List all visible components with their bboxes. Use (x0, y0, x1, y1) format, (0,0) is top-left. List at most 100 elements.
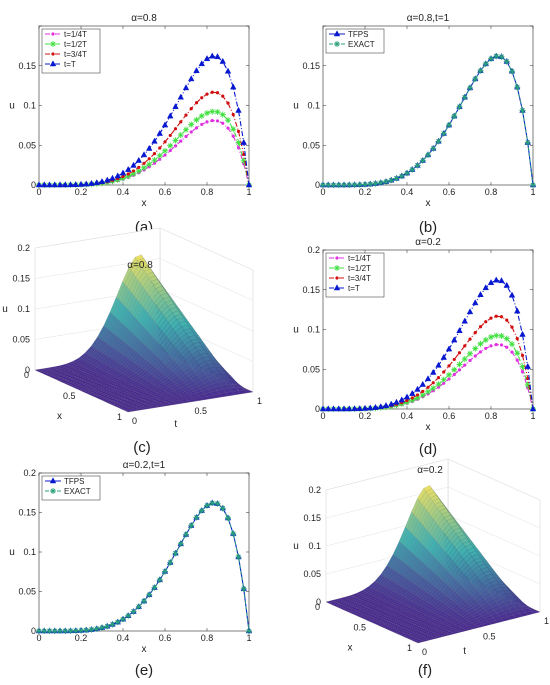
t-tick-label: 1 (544, 616, 549, 626)
surface-patch (339, 606, 349, 610)
surface-patch (341, 607, 351, 611)
data-point (503, 281, 510, 288)
data-point (219, 111, 226, 118)
data-point (188, 75, 195, 82)
x-tick-label: 1 (530, 411, 535, 421)
surface-patch (467, 585, 477, 595)
data-point (246, 628, 252, 634)
data-point (383, 178, 389, 185)
data-point (404, 170, 410, 177)
surface-patch (431, 625, 442, 630)
legend-label: t=T (64, 60, 76, 69)
surface-patch (446, 560, 456, 573)
surface-patch (217, 361, 226, 371)
data-point (524, 362, 531, 369)
surface-patch (104, 330, 114, 344)
surface-patch (418, 624, 429, 628)
data-point (508, 291, 516, 298)
data-point (193, 116, 200, 123)
data-point (162, 568, 168, 575)
surface-patch (129, 380, 139, 386)
data-point (478, 350, 483, 354)
surface-patch (114, 384, 125, 388)
panel-f: 0 0.05 0.1 0.15 0.2 u 0 0.5 1 x 0 0.5 1 t α=0.2 (f) (293, 458, 549, 679)
data-point (188, 522, 195, 529)
surface-patch (416, 623, 426, 627)
z-tick-label: 0.2 (17, 243, 30, 253)
data-point (240, 157, 247, 164)
surface-patch (499, 593, 509, 599)
data-point (446, 122, 452, 129)
surface-patch (450, 592, 460, 601)
surface-patch (97, 385, 108, 389)
surface-patch (468, 609, 478, 616)
surface-patch (461, 531, 471, 540)
surface-patch (114, 301, 124, 319)
y-axis-label: u (9, 547, 15, 558)
data-point (182, 84, 190, 91)
surface-patch (398, 628, 408, 632)
surface-patch (352, 607, 362, 611)
surface-patch (378, 610, 388, 614)
data-point (451, 336, 458, 343)
surface-patch (422, 630, 432, 634)
data-point (230, 83, 237, 90)
data-point (125, 612, 132, 619)
surface-patch (395, 595, 405, 602)
surface-patch (405, 618, 415, 622)
surface-patch (94, 351, 104, 360)
data-point (88, 626, 95, 633)
legend-label: t=1/2T (348, 264, 371, 273)
data-point (214, 53, 221, 60)
data-point (236, 129, 241, 133)
data-point (498, 332, 505, 339)
y-tick-label: 0 (31, 180, 36, 190)
surface-patch (94, 361, 104, 368)
surface-patch (146, 272, 156, 279)
surface-patch (462, 580, 472, 590)
data-point (463, 363, 467, 367)
surface-patch (409, 555, 418, 569)
surface-patch (180, 384, 190, 390)
surface-patch (102, 373, 112, 378)
surface-patch (135, 377, 145, 383)
data-point (215, 91, 220, 95)
surface-patch (125, 409, 135, 413)
data-point (468, 337, 472, 341)
data-point (119, 169, 127, 176)
surface-patch (343, 595, 354, 599)
surface-patch (383, 617, 394, 621)
data-point (452, 372, 456, 377)
surface-patch (457, 599, 467, 607)
surface-patch (188, 371, 198, 379)
chart-title: α=0.2,t=1 (123, 460, 166, 471)
data-point (198, 112, 205, 119)
data-point (519, 330, 526, 337)
surface-patch (78, 372, 88, 376)
data-point (214, 500, 221, 507)
data-point (221, 121, 225, 125)
surface-patch (137, 258, 147, 265)
data-point (431, 381, 435, 385)
data-point (125, 165, 132, 172)
x-axis-label: x (426, 422, 431, 433)
surface-patch (414, 622, 424, 626)
data-point (509, 341, 515, 348)
z-grid (34, 227, 254, 271)
surface-patch (140, 274, 150, 288)
data-point (177, 132, 184, 139)
data-point (184, 113, 188, 117)
surface-patch (486, 567, 497, 573)
data-point (231, 134, 235, 138)
surface-patch (382, 612, 393, 616)
data-point (421, 389, 425, 393)
data-point (409, 389, 416, 396)
surface-patch (101, 365, 111, 372)
surface-patch (425, 622, 435, 626)
data-point (398, 396, 405, 403)
data-point (98, 177, 106, 184)
x-tick-label: 0.8 (485, 411, 498, 421)
surface-patch (389, 600, 399, 605)
y-tick-label: 0.05 (302, 364, 320, 374)
surface-patch (105, 313, 115, 330)
